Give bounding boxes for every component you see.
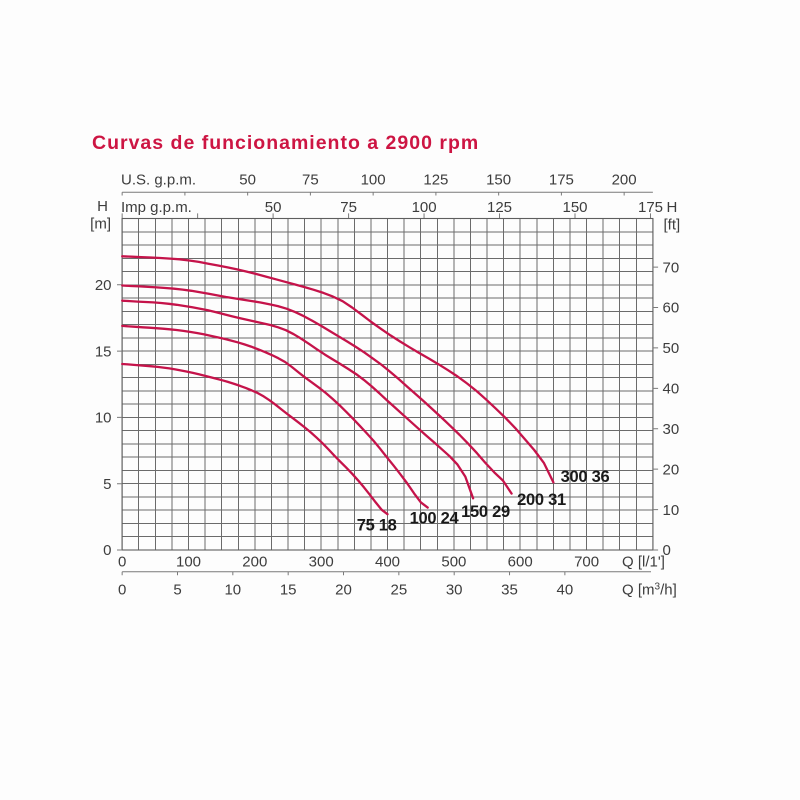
svg-text:200 31: 200 31 xyxy=(517,491,566,509)
svg-text:10: 10 xyxy=(224,582,241,599)
svg-text:[m]: [m] xyxy=(90,216,111,233)
svg-text:30: 30 xyxy=(663,421,680,438)
svg-text:175: 175 xyxy=(549,172,574,189)
svg-text:200: 200 xyxy=(242,554,267,571)
svg-text:100: 100 xyxy=(176,554,201,571)
svg-text:75: 75 xyxy=(340,199,357,216)
svg-text:125: 125 xyxy=(423,172,448,189)
svg-text:300 36: 300 36 xyxy=(561,468,610,486)
svg-text:5: 5 xyxy=(103,476,111,493)
svg-text:0: 0 xyxy=(663,542,671,559)
svg-text:0: 0 xyxy=(118,582,126,599)
svg-text:125: 125 xyxy=(487,199,512,216)
svg-text:70: 70 xyxy=(663,259,680,276)
svg-text:[ft]: [ft] xyxy=(664,217,681,234)
svg-text:60: 60 xyxy=(663,300,680,317)
svg-text:150 29: 150 29 xyxy=(461,503,510,521)
svg-text:100: 100 xyxy=(412,199,437,216)
svg-text:35: 35 xyxy=(501,582,518,599)
svg-text:15: 15 xyxy=(280,582,297,599)
svg-text:0: 0 xyxy=(103,542,111,559)
svg-text:75 18: 75 18 xyxy=(357,516,397,534)
svg-text:200: 200 xyxy=(612,172,637,189)
svg-text:40: 40 xyxy=(557,582,574,599)
svg-text:Q [m3/h]: Q [m3/h] xyxy=(622,582,677,599)
svg-text:20: 20 xyxy=(95,277,112,294)
svg-text:H: H xyxy=(667,199,678,216)
svg-text:600: 600 xyxy=(508,554,533,571)
svg-text:U.S. g.p.m.: U.S. g.p.m. xyxy=(121,172,196,189)
svg-text:700: 700 xyxy=(574,554,599,571)
svg-text:75: 75 xyxy=(302,172,319,189)
svg-text:50: 50 xyxy=(239,172,256,189)
svg-text:15: 15 xyxy=(95,343,112,360)
svg-text:150: 150 xyxy=(486,172,511,189)
svg-text:175: 175 xyxy=(638,199,663,216)
svg-text:50: 50 xyxy=(265,199,282,216)
svg-text:20: 20 xyxy=(335,582,352,599)
svg-text:H: H xyxy=(97,198,108,215)
svg-text:100 24: 100 24 xyxy=(410,509,460,527)
svg-text:40: 40 xyxy=(663,381,680,398)
svg-text:0: 0 xyxy=(118,554,126,571)
svg-text:300: 300 xyxy=(309,554,334,571)
svg-text:25: 25 xyxy=(391,582,408,599)
svg-text:Curvas de funcionamiento a 290: Curvas de funcionamiento a 2900 rpm xyxy=(92,132,479,154)
svg-text:Q [l/1']: Q [l/1'] xyxy=(622,554,665,571)
svg-text:400: 400 xyxy=(375,554,400,571)
svg-text:150: 150 xyxy=(562,199,587,216)
svg-text:30: 30 xyxy=(446,582,463,599)
svg-text:20: 20 xyxy=(663,461,680,478)
svg-text:500: 500 xyxy=(441,554,466,571)
svg-text:10: 10 xyxy=(663,502,680,519)
svg-text:Imp g.p.m.: Imp g.p.m. xyxy=(121,199,192,216)
svg-text:10: 10 xyxy=(95,410,112,427)
svg-text:50: 50 xyxy=(663,340,680,357)
svg-text:100: 100 xyxy=(361,172,386,189)
svg-text:5: 5 xyxy=(173,582,181,599)
